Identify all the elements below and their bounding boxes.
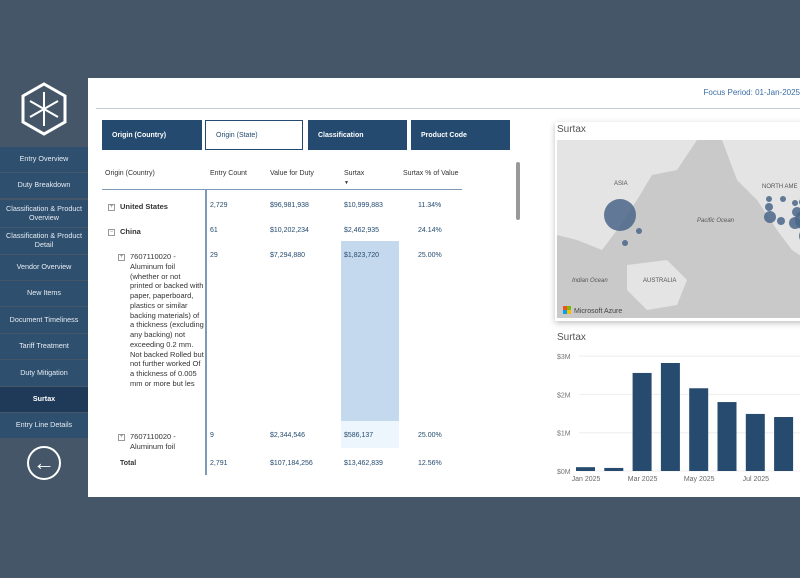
col-header-origin[interactable]: Origin (Country)	[105, 170, 155, 177]
sidebar-item-classification-product-overview[interactable]: Classification & Product Overview	[0, 200, 88, 227]
tab-product-code[interactable]: Product Code	[411, 120, 510, 150]
bar-may-2025[interactable]	[689, 388, 709, 471]
map-title: Surtax	[557, 124, 586, 135]
cell-value: $2,344,546	[270, 432, 306, 439]
bar-mar-2025[interactable]	[632, 372, 652, 471]
expand-toggle[interactable]: +	[118, 434, 125, 441]
tab-origin-country[interactable]: Origin (Country)	[102, 120, 202, 150]
cell-value: $7,294,880	[270, 252, 306, 259]
y-tick-label: $2M	[557, 392, 571, 399]
expand-toggle[interactable]: +	[118, 254, 125, 261]
bar-feb-2025[interactable]	[604, 467, 624, 471]
cell-entry-count: 61	[210, 227, 218, 234]
row-label: 7607110020 - Aluminum foil (whether or n…	[130, 252, 204, 388]
sidebar-item-entry-line-details[interactable]: Entry Line Details	[0, 413, 88, 438]
highlight-cell	[341, 241, 399, 421]
bar-jan-2025[interactable]	[576, 467, 595, 471]
surtax-bar-chart: $0M $1M $2M $3M Jan 2025 Mar 2025 May 2025 Jul …	[557, 354, 800, 483]
row-label: China	[120, 227, 141, 236]
map-label-asia: ASIA	[614, 181, 628, 187]
cell-surtax-pct: 11.34%	[418, 202, 442, 209]
col-header-value[interactable]: Value for Duty	[270, 170, 314, 177]
header-divider	[102, 189, 462, 190]
sidebar-item-classification-product-detail[interactable]: Classification & Product Detail	[0, 228, 88, 254]
bar-jul-2025[interactable]	[745, 413, 765, 471]
expand-toggle[interactable]: +	[108, 204, 115, 211]
sidebar-item-vendor-overview[interactable]: Vendor Overview	[0, 255, 88, 280]
expand-toggle[interactable]: −	[108, 229, 115, 236]
arrow-left-icon: ←	[33, 450, 55, 475]
bar-aug-2025[interactable]	[774, 416, 794, 471]
map-card: Surtax ASIA NORTH AME Pacific Ocean Indi…	[555, 122, 800, 321]
cell-surtax-pct: 25.00%	[418, 252, 442, 259]
cell-surtax[interactable]: $1,823,720	[344, 252, 380, 259]
sidebar-item-surtax[interactable]: Surtax	[0, 387, 88, 412]
sidebar-item-document-timeliness[interactable]: Document Timeliness	[0, 307, 88, 333]
total-surtax: $13,462,839	[344, 460, 383, 467]
bar-chart-card: Surtax $0M $1M $2M $3M Jan 2025 Mar 2025 May 2…	[555, 330, 800, 497]
cell-entry-count: 2,729	[210, 202, 228, 209]
total-entry-count: 2,791	[210, 460, 228, 467]
cell-value: $10,202,234	[270, 227, 309, 234]
divider	[96, 108, 800, 109]
sidebar-item-tariff-treatment[interactable]: Tariff Treatment	[0, 334, 88, 359]
x-tick-label: Jan 2025	[572, 476, 601, 483]
highlight-cell	[341, 421, 399, 448]
bar-apr-2025[interactable]	[660, 362, 680, 471]
row-label: 7607110020 - Aluminum foil	[130, 432, 176, 451]
sidebar-item-duty-breakdown[interactable]: Duty Breakdown	[0, 173, 88, 198]
tab-classification[interactable]: Classification	[308, 120, 407, 150]
map-label-pacific: Pacific Ocean	[697, 218, 735, 224]
total-label: Total	[120, 460, 137, 467]
x-tick-label: Jul 2025	[743, 476, 770, 483]
cell-entry-count: 29	[210, 252, 218, 259]
total-value: $107,184,256	[270, 460, 313, 467]
bar-jun-2025[interactable]	[717, 402, 737, 471]
cell-surtax-pct: 24.14%	[418, 227, 442, 234]
sidebar-item-new-items[interactable]: New Items	[0, 281, 88, 306]
row-label: United States	[120, 202, 168, 211]
cell-surtax-pct: 25.00%	[418, 432, 442, 439]
map-label-australia: AUSTRALIA	[643, 278, 676, 284]
map-bubbles	[604, 196, 800, 246]
map-label-indian: Indian Ocean	[572, 278, 608, 284]
col-header-surtax-pct[interactable]: Surtax % of Value	[403, 170, 459, 177]
map-attribution: Microsoft Azure	[574, 308, 622, 315]
cell-surtax[interactable]: $2,462,935	[344, 227, 380, 234]
x-tick-label: Mar 2025	[628, 476, 658, 483]
sidebar-item-entry-overview[interactable]: Entry Overview	[0, 147, 88, 172]
column-divider	[205, 190, 207, 475]
company-logo	[21, 82, 67, 136]
map-label-north-america: NORTH AME	[762, 184, 798, 190]
total-surtax-pct: 12.56%	[418, 460, 442, 467]
microsoft-logo-icon	[563, 306, 571, 314]
tab-origin-state[interactable]: Origin (State)	[205, 120, 303, 150]
cell-surtax[interactable]: $10,999,883	[344, 202, 383, 209]
cell-surtax[interactable]: $586,137	[344, 432, 374, 439]
bubble-map[interactable]: ASIA NORTH AME Pacific Ocean Indian Ocea…	[557, 140, 800, 318]
col-header-entry-count[interactable]: Entry Count	[210, 170, 247, 177]
table-scrollbar[interactable]	[516, 162, 520, 220]
back-button[interactable]: ←	[27, 446, 61, 480]
y-tick-label: $1M	[557, 431, 571, 438]
report-panel: Focus Period: 01-Jan-2025 Origin (Countr…	[88, 78, 800, 497]
x-tick-label: May 2025	[684, 476, 715, 483]
y-tick-label: $0M	[557, 469, 571, 476]
sort-desc-icon: ▼	[344, 180, 349, 186]
cell-value: $96,981,938	[270, 202, 309, 209]
cell-entry-count: 9	[210, 432, 214, 439]
focus-period: Focus Period: 01-Jan-2025	[703, 88, 800, 97]
col-header-surtax[interactable]: Surtax	[344, 170, 365, 177]
sidebar-item-duty-mitigation[interactable]: Duty Mitigation	[0, 360, 88, 386]
chart-title: Surtax	[557, 332, 586, 343]
y-tick-label: $3M	[557, 354, 571, 361]
